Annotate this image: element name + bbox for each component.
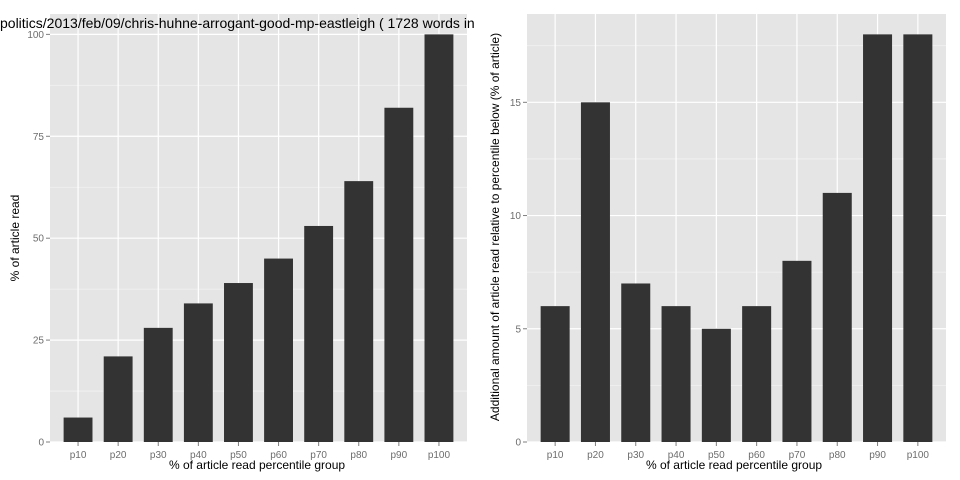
x-tick-label: p30 [150,450,167,461]
bar-p50 [224,283,253,442]
x-tick-label: p90 [391,450,408,461]
y-tick-label: 25 [33,336,45,347]
bar-p30 [621,283,651,442]
chart-2-y-axis-title: Additional amount of article read relati… [488,33,502,421]
bar-p10 [63,417,93,442]
bar-p50 [701,328,731,442]
y-tick-label: 50 [33,234,45,245]
y-tick-label: 0 [515,438,521,449]
bar-p60 [742,306,772,442]
bar-p100 [903,34,933,442]
y-tick-label: 5 [515,324,521,335]
x-tick-label: p80 [829,450,846,461]
x-tick-label: p20 [110,450,127,461]
x-tick-label: p100 [428,450,451,461]
bar-p60 [264,258,293,442]
bar-p40 [183,303,213,442]
bar-p70 [304,225,334,442]
y-tick-label: 0 [38,438,44,449]
y-tick-label: 15 [510,98,522,109]
bar-p90 [863,34,893,442]
x-tick-label: p80 [350,450,367,461]
x-tick-label: p100 [907,450,930,461]
y-tick-label: 100 [27,30,44,41]
y-tick-label: 10 [510,211,522,222]
chart-1-title: politics/2013/feb/09/chris-huhne-arrogan… [0,15,475,31]
x-tick-label: p60 [748,450,765,461]
chart-additional-read: % of article read percentile group Addit… [488,14,946,472]
chart-1-x-axis-title: % of article read percentile group [169,458,345,472]
x-tick-label: p50 [230,450,247,461]
bar-p100 [424,34,454,442]
x-tick-label: p70 [789,450,806,461]
x-tick-label: p90 [869,450,886,461]
bar-p20 [580,102,610,443]
x-tick-label: p40 [190,450,207,461]
x-tick-label: p30 [627,450,644,461]
bar-p80 [344,181,374,442]
x-tick-label: p70 [310,450,327,461]
x-tick-label: p50 [708,450,725,461]
chart-percent-read: politics/2013/feb/09/chris-huhne-arrogan… [0,14,475,472]
chart-2-x-axis-title: % of article read percentile group [646,458,822,472]
x-tick-label: p10 [70,450,87,461]
y-tick-label: 75 [33,132,45,143]
chart-1-y-axis-title: % of article read [8,195,22,282]
bar-p10 [540,306,570,442]
x-tick-label: p20 [587,450,604,461]
bar-p90 [384,107,414,442]
x-tick-label: p10 [547,450,564,461]
x-tick-label: p60 [270,450,287,461]
bar-p30 [143,327,173,442]
bar-p80 [822,192,852,442]
bar-p70 [782,260,812,442]
bar-p20 [103,356,133,442]
x-tick-label: p40 [668,450,685,461]
bar-p40 [661,306,691,442]
